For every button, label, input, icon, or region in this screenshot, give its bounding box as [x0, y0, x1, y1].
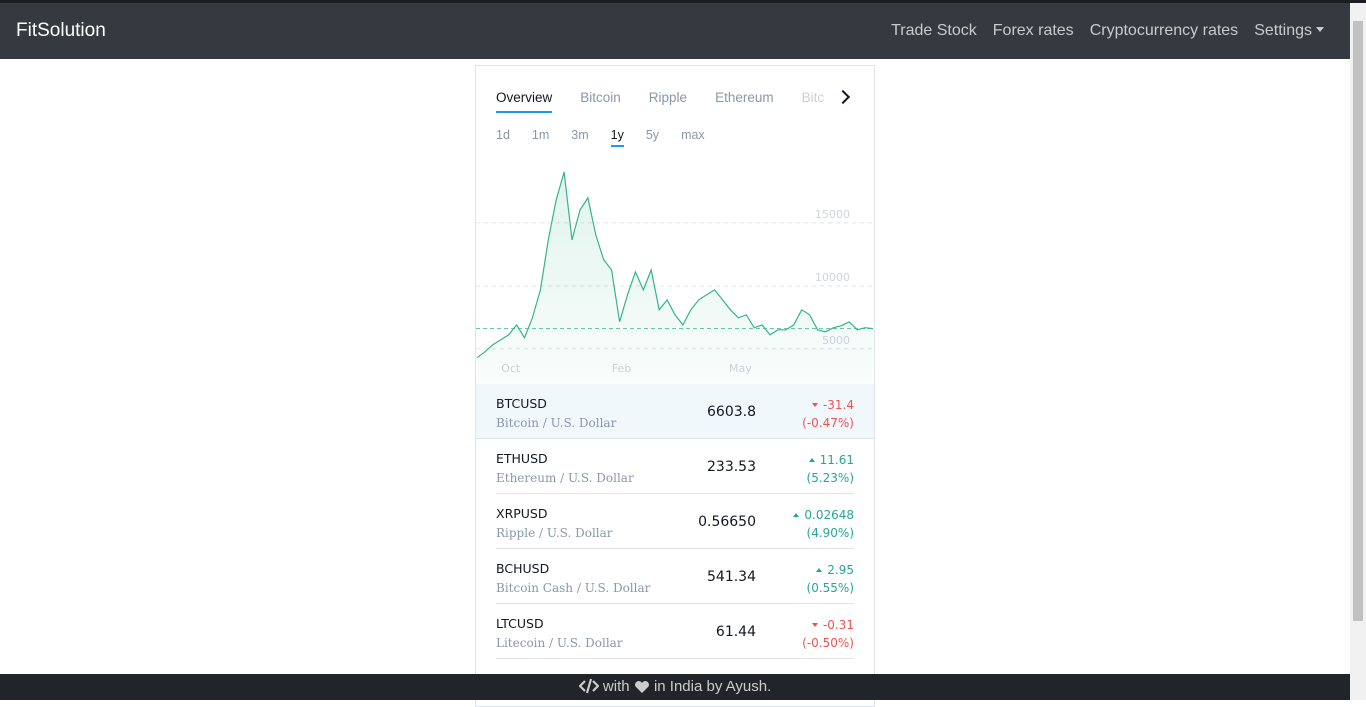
range[interactable]: max	[681, 128, 705, 142]
heart-icon	[634, 681, 649, 693]
area	[477, 172, 873, 384]
menu-link[interactable]: Forex rates	[992, 22, 1074, 39]
change-value: 2.95	[827, 563, 854, 577]
change: 11.61 (5.23%)	[807, 451, 854, 487]
scrollbar[interactable]	[1350, 3, 1366, 700]
change-value: 0.02648	[804, 508, 854, 522]
change-arrow	[816, 568, 823, 572]
change: 0.02648 (4.90%)	[793, 506, 854, 542]
brand[interactable]: FitSolution	[16, 20, 106, 41]
y-tick-label: 10000	[815, 271, 850, 284]
top-border	[0, 0, 1366, 3]
menu-dropdown[interactable]: Settings	[1254, 22, 1324, 40]
menu: Trade Stock Forex rates Cryptocurrency r…	[891, 22, 1324, 40]
price: 61.44	[715, 624, 756, 640]
change-percent: (5.23%)	[806, 471, 854, 485]
change-arrow	[811, 623, 818, 627]
description: Litecoin / U.S. Dollar	[496, 636, 623, 650]
quote-row[interactable]: BTCUSD Bitcoin / U.S. Dollar 6603.8 -31.4 (-…	[476, 384, 874, 439]
change-line: -31.4	[802, 396, 854, 414]
line	[476, 171, 874, 359]
description: Ripple / U.S. Dollar	[496, 526, 613, 540]
change-line: 0.02648	[793, 506, 854, 524]
range[interactable]: 1d	[496, 128, 510, 142]
quote-row[interactable]: XRPUSD Ripple / U.S. Dollar 0.56650 0.02648…	[496, 494, 854, 549]
y-tick-label: 15000	[815, 208, 850, 221]
tab[interactable]: Overview	[496, 90, 553, 113]
tab[interactable]: Ripple	[648, 90, 688, 105]
ticker-widget: Overview Bitcoin Ripple Ethereum Bitc 1d 1m 3m…	[475, 65, 875, 707]
range[interactable]: 1m	[531, 128, 550, 142]
caret	[1316, 27, 1324, 32]
tab[interactable]: Bitcoin	[580, 90, 621, 105]
change-value: -0.31	[822, 618, 854, 632]
footer: with in India by Ayush.	[0, 674, 1350, 700]
price: 233.53	[707, 459, 756, 475]
tabs: Overview Bitcoin Ripple Ethereum Bitc	[496, 90, 836, 113]
change-value: 11.61	[819, 453, 854, 467]
change: -31.4 (-0.47%)	[802, 396, 854, 432]
change-percent: (0.55%)	[806, 581, 854, 595]
tab[interactable]: Ethereum	[715, 90, 774, 105]
symbol: BCHUSD	[496, 561, 550, 576]
change-percent: (-0.47%)	[802, 416, 854, 430]
footer-text: with	[602, 678, 630, 695]
change-line: -0.31	[802, 616, 854, 634]
tab[interactable]: Bitc	[801, 90, 825, 105]
range[interactable]: 1y	[610, 128, 624, 147]
ranges: 1d 1m 3m 1y 5y max	[496, 128, 705, 147]
quote-row[interactable]: LTCUSD Litecoin / U.S. Dollar 61.44 -0.31 (-…	[496, 604, 854, 659]
symbol: LTCUSD	[496, 616, 544, 631]
symbol: BTCUSD	[496, 396, 547, 411]
quote-list: BTCUSD Bitcoin / U.S. Dollar 6603.8 -31.4 (-…	[476, 384, 874, 659]
range[interactable]: 5y	[645, 128, 660, 142]
change-line: 11.61	[807, 451, 854, 469]
price: 6603.8	[707, 404, 756, 420]
navbar: FitSolution Trade Stock Forex rates Cryp…	[0, 3, 1350, 59]
change-value: -31.4	[822, 398, 854, 412]
change: 2.95 (0.55%)	[807, 561, 854, 597]
description: Ethereum / U.S. Dollar	[496, 471, 634, 485]
quote-row[interactable]: ETHUSD Ethereum / U.S. Dollar 233.53 11.61 (…	[496, 439, 854, 494]
symbol: XRPUSD	[496, 506, 548, 521]
tabs-next[interactable]	[835, 89, 851, 105]
range[interactable]: 3m	[571, 128, 589, 142]
menu-link[interactable]: Settings	[1254, 22, 1312, 39]
code-icon	[578, 678, 600, 694]
description: Bitcoin / U.S. Dollar	[496, 416, 617, 430]
change-arrow	[808, 458, 815, 462]
menu-link[interactable]: Cryptocurrency rates	[1089, 22, 1239, 39]
change-percent: (-0.50%)	[802, 636, 854, 650]
change: -0.31 (-0.50%)	[802, 616, 854, 652]
change-percent: (4.90%)	[806, 526, 854, 540]
row-inner: BTCUSD Bitcoin / U.S. Dollar 6603.8 -31.4 (-…	[496, 384, 854, 438]
chart: 50001000015000OctFebMay	[476, 171, 874, 384]
price: 541.34	[707, 569, 756, 585]
menu-link[interactable]: Trade Stock	[891, 22, 977, 39]
description: Bitcoin Cash / U.S. Dollar	[496, 581, 651, 595]
price: 0.56650	[698, 514, 756, 530]
scroll-thumb[interactable]	[1353, 21, 1363, 621]
footer-text: in India by Ayush.	[653, 678, 772, 695]
symbol: ETHUSD	[496, 451, 548, 466]
change-arrow	[811, 403, 818, 407]
quote-row[interactable]: BCHUSD Bitcoin Cash / U.S. Dollar 541.34 2.…	[496, 549, 854, 604]
change-arrow	[793, 513, 800, 517]
change-line: 2.95	[807, 561, 854, 579]
